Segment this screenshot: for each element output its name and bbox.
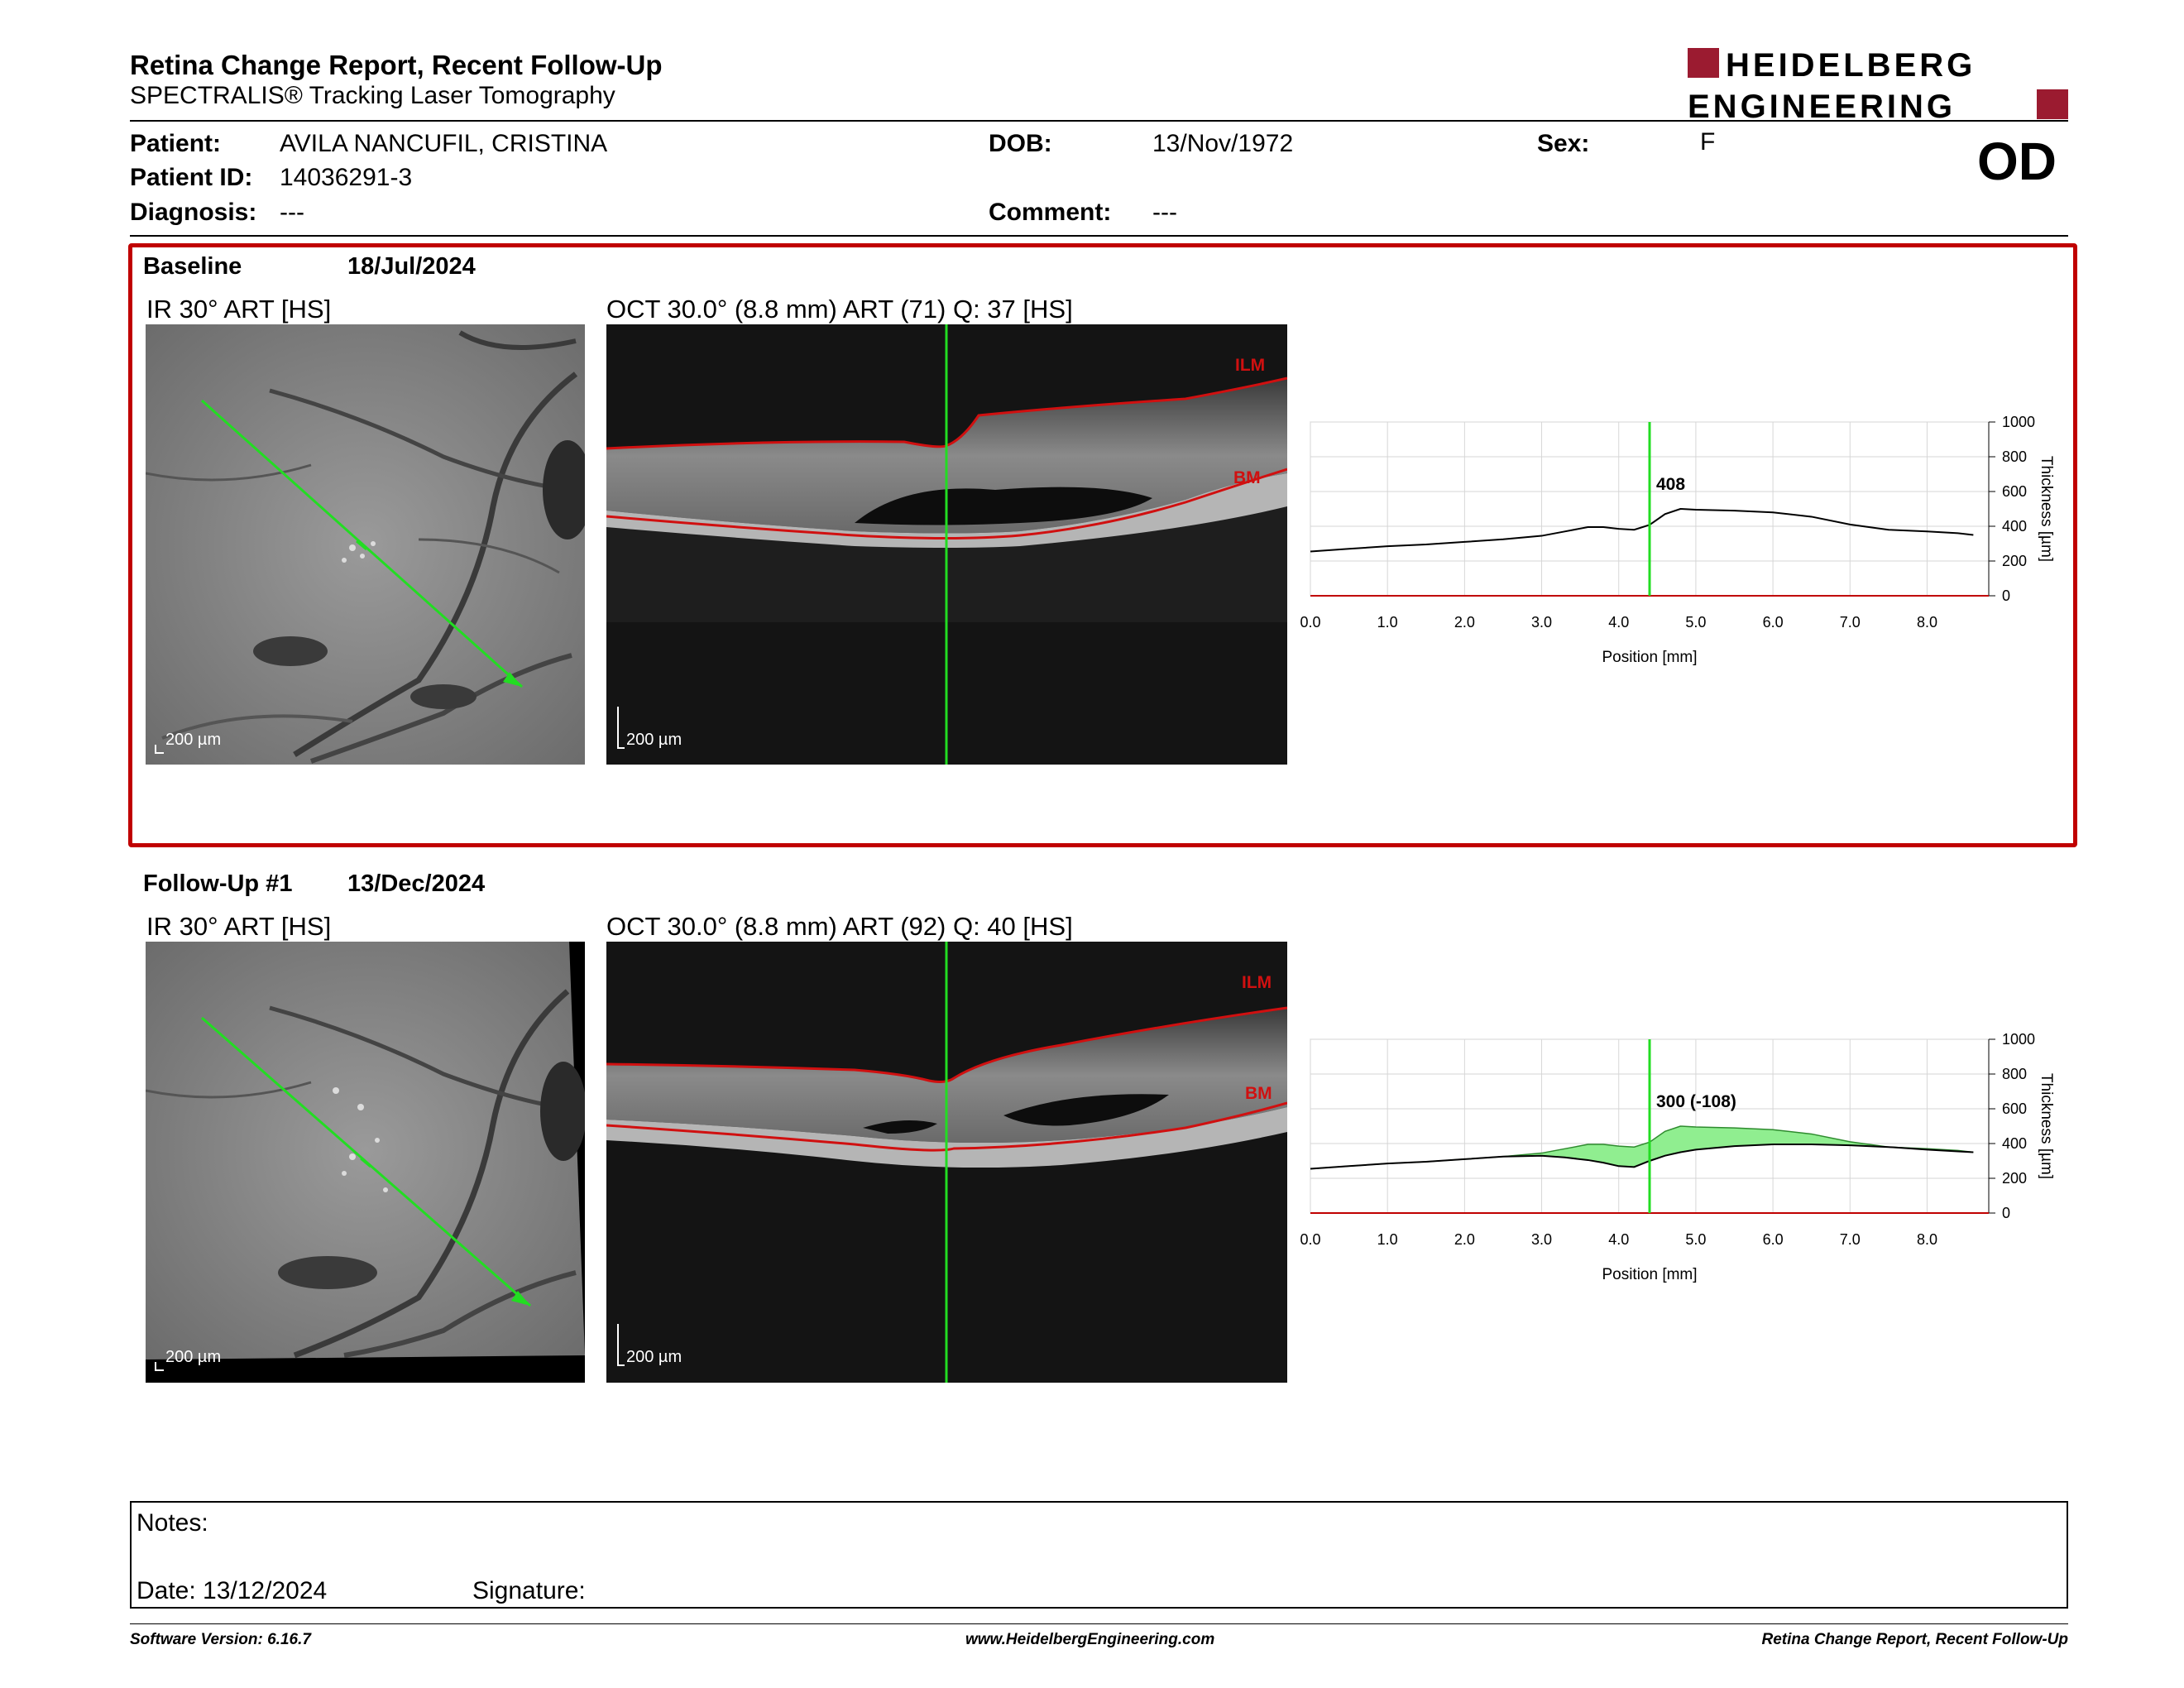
notes-box[interactable]: Notes: Date: 13/12/2024 Signature: (130, 1501, 2068, 1609)
y-tick-label: 400 (2002, 518, 2027, 535)
x-tick-label: 0.0 (1300, 614, 1321, 631)
y-tick-label: 600 (2002, 483, 2027, 500)
baseline-oct-caption: OCT 30.0° (8.8 mm) ART (71) Q: 37 [HS] (606, 295, 1073, 324)
x-tick-label: 6.0 (1763, 1231, 1784, 1248)
y-tick-label: 800 (2002, 1066, 2027, 1082)
y-tick-label: 0 (2002, 1205, 2010, 1221)
x-tick-label: 7.0 (1840, 1231, 1861, 1248)
x-axis-label: Position [mm] (1602, 1266, 1697, 1283)
footer-divider (130, 1623, 2068, 1624)
patient-name: AVILA NANCUFIL, CRISTINA (280, 130, 608, 157)
marker-value-label: 408 (1656, 475, 1685, 494)
dob-label: DOB: (989, 130, 1052, 157)
followup-label: Follow-Up #1 (143, 870, 293, 897)
x-tick-label: 3.0 (1531, 614, 1552, 631)
baseline-ilm-label: ILM (1235, 356, 1265, 375)
followup-oct-bscan: ILM BM 200 µm (606, 942, 1287, 1383)
y-tick-label: 200 (2002, 1170, 2027, 1187)
report-title: Retina Change Report, Recent Follow-Up (130, 50, 663, 80)
logo-line2: ENGINEERING (1688, 89, 1956, 124)
followup-oct-caption: OCT 30.0° (8.8 mm) ART (92) Q: 40 [HS] (606, 912, 1073, 941)
x-tick-label: 4.0 (1608, 614, 1629, 631)
patient-id-value: 14036291-3 (280, 164, 413, 191)
x-tick-label: 8.0 (1917, 1231, 1937, 1248)
diagnosis-label: Diagnosis: (130, 199, 257, 226)
baseline-ir-scalebar: 200 µm (165, 731, 221, 749)
y-tick-label: 0 (2002, 587, 2010, 604)
followup-ir-fundus-image: 200 µm (146, 942, 585, 1383)
thickness-line (1310, 1144, 1974, 1170)
followup-ilm-label: ILM (1242, 973, 1272, 992)
report-subtitle: SPECTRALIS® Tracking Laser Tomography (130, 82, 615, 109)
header-divider (130, 120, 2068, 122)
thickness-difference-area (1310, 1126, 1974, 1169)
heidelberg-logo: HEIDELBERG ENGINEERING (1688, 47, 2068, 124)
patient-divider (130, 235, 2068, 237)
y-tick-label: 200 (2002, 553, 2027, 569)
baseline-oct-bscan: ILM BM 200 µm (606, 324, 1287, 765)
dob-value: 13/Nov/1972 (1152, 130, 1294, 157)
x-tick-label: 2.0 (1454, 614, 1475, 631)
x-tick-label: 6.0 (1763, 614, 1784, 631)
x-tick-label: 5.0 (1685, 1231, 1706, 1248)
y-axis-label: Thickness [µm] (2038, 456, 2055, 562)
sex-label: Sex: (1537, 130, 1590, 157)
followup-bm-label: BM (1245, 1084, 1272, 1103)
x-tick-label: 3.0 (1531, 1231, 1552, 1248)
x-tick-label: 2.0 (1454, 1231, 1475, 1248)
software-version: Software Version: 6.16.7 (130, 1631, 311, 1648)
x-axis-label: Position [mm] (1602, 649, 1697, 666)
eye-indicator: OD (1977, 132, 2057, 191)
footer-report-name: Retina Change Report, Recent Follow-Up (1761, 1631, 2068, 1648)
baseline-label: Baseline (143, 253, 242, 280)
x-tick-label: 8.0 (1917, 614, 1937, 631)
x-tick-label: 4.0 (1608, 1231, 1629, 1248)
x-tick-label: 0.0 (1300, 1231, 1321, 1248)
baseline-date: 18/Jul/2024 (347, 253, 476, 280)
website-link[interactable]: www.HeidelbergEngineering.com (965, 1631, 1215, 1648)
y-tick-label: 800 (2002, 448, 2027, 465)
comment-label: Comment: (989, 199, 1112, 226)
y-tick-label: 1000 (2002, 414, 2035, 430)
x-tick-label: 1.0 (1377, 1231, 1398, 1248)
followup-thickness-chart: 0.0 1.0 2.0 3.0 4.0 5.0 6.0 7.0 8.0 0 200 400 600 800… (1300, 1031, 2055, 1283)
thickness-line (1310, 507, 1974, 553)
followup-ir-scalebar: 200 µm (165, 1348, 221, 1366)
notes-label: Notes: (136, 1509, 208, 1537)
baseline-highlight-box (128, 243, 2077, 847)
diagnosis-value: --- (280, 199, 304, 226)
followup-date: 13/Dec/2024 (347, 870, 486, 897)
followup-oct-scalebar: 200 µm (626, 1348, 682, 1366)
y-tick-label: 400 (2002, 1135, 2027, 1152)
y-axis-label: Thickness [µm] (2038, 1073, 2055, 1179)
marker-value-label: 300 (-108) (1656, 1092, 1736, 1111)
baseline-ir-fundus-image: 200 µm (146, 324, 585, 765)
baseline-oct-scalebar: 200 µm (626, 731, 682, 749)
x-tick-label: 1.0 (1377, 614, 1398, 631)
x-tick-label: 5.0 (1685, 614, 1706, 631)
baseline-ir-caption: IR 30° ART [HS] (146, 295, 332, 324)
followup-ir-caption: IR 30° ART [HS] (146, 912, 332, 941)
logo-line1: HEIDELBERG (1726, 47, 1976, 84)
baseline-bm-label: BM (1233, 468, 1261, 487)
patient-id-label: Patient ID: (130, 164, 253, 191)
y-tick-label: 1000 (2002, 1031, 2035, 1048)
notes-date: Date: 13/12/2024 (136, 1577, 328, 1604)
comment-value: --- (1152, 199, 1177, 226)
sex-value: F (1700, 128, 1716, 156)
signature-label: Signature: (472, 1577, 586, 1604)
baseline-thickness-chart: 0.0 1.0 2.0 3.0 4.0 5.0 6.0 7.0 8.0 0 200 400 600 800… (1300, 414, 2055, 666)
y-tick-label: 600 (2002, 1101, 2027, 1117)
patient-label: Patient: (130, 130, 222, 157)
x-tick-label: 7.0 (1840, 614, 1861, 631)
